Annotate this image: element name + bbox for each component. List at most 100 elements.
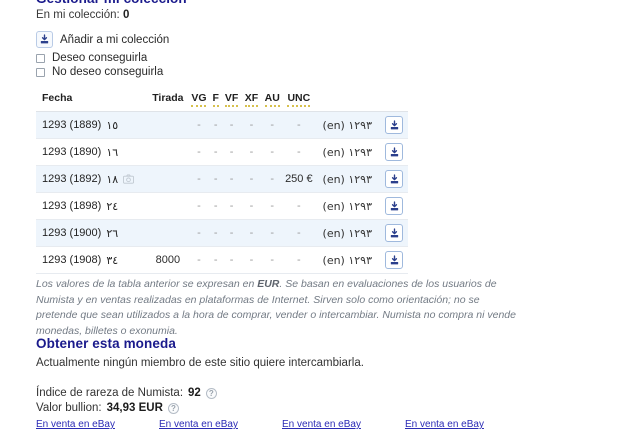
- grade-unc-label: UNC: [287, 92, 311, 107]
- cell-f: -: [209, 192, 222, 220]
- cell-xf: -: [241, 219, 262, 247]
- date-suffix-arabic: ١٦: [106, 145, 119, 159]
- cell-unc: -: [283, 111, 315, 139]
- cell-mintage: [147, 111, 188, 139]
- column-header-unc[interactable]: UNC: [283, 88, 315, 112]
- want-checkbox-row[interactable]: Deseo conseguirla: [36, 52, 147, 64]
- bullion-value-row: Valor bullion: 34,93 EUR ?: [36, 402, 179, 414]
- cell-au: -: [261, 192, 284, 220]
- cell-xf: -: [241, 192, 262, 220]
- add-to-collection-label: Añadir a mi colección: [60, 33, 170, 46]
- ebay-link[interactable]: En venta en eBay: [159, 419, 238, 430]
- cell-vf: -: [221, 219, 242, 247]
- add-to-collection-button[interactable]: Añadir a mi colección: [36, 31, 169, 48]
- row-add-to-collection-button[interactable]: [385, 224, 403, 242]
- ebay-listing-card[interactable]: En venta en eBay: [159, 419, 268, 433]
- cell-date: 1293 (1900) ٢٦: [36, 219, 148, 247]
- row-add-to-collection-button[interactable]: [385, 116, 403, 134]
- row-add-to-collection-button[interactable]: [385, 170, 403, 188]
- rarity-index-label: Índice de rareza de Numista:: [36, 387, 184, 399]
- table-body: 1293 (1889) ١٥ - - - - - - (en) ١٢٩٣ 129…: [36, 111, 408, 274]
- bullion-value-label: Valor bullion:: [36, 402, 102, 414]
- table-row[interactable]: 1293 (1900) ٢٦ - - - - - - (en) ١٢٩٣: [36, 219, 408, 247]
- column-header-f[interactable]: F: [209, 88, 222, 112]
- cell-reference: (en) ١٢٩٣: [314, 138, 380, 166]
- cell-vg: -: [187, 138, 210, 166]
- cell-reference: (en) ١٢٩٣: [314, 192, 380, 220]
- cell-action: [380, 111, 408, 139]
- ebay-link[interactable]: En venta en eBay: [282, 419, 361, 430]
- cell-date: 1293 (1892) ١٨: [36, 165, 148, 193]
- cell-action: [380, 138, 408, 166]
- ebay-listings-row: En venta en eBay En venta en eBay En ven…: [36, 419, 514, 433]
- ebay-listing-card[interactable]: En venta en eBay: [282, 419, 391, 433]
- cell-mintage: [147, 138, 188, 166]
- table-row[interactable]: 1293 (1908) ٣٤ 8000 - - - - - - (en) ١٢٩…: [36, 246, 408, 274]
- date-suffix-arabic: ٢٤: [106, 199, 119, 213]
- cell-au: -: [261, 111, 284, 139]
- date-text: 1293 (1898): [42, 200, 102, 212]
- cell-date: 1293 (1889) ١٥: [36, 111, 148, 139]
- cell-au: -: [261, 165, 284, 193]
- cell-mintage: [147, 219, 188, 247]
- manage-collection-heading: Gestionar mi colección: [36, 0, 187, 6]
- cell-reference: (en) ١٢٩٣: [314, 246, 380, 274]
- grade-xf-label: XF: [244, 92, 259, 107]
- cell-f: -: [209, 165, 222, 193]
- table-row[interactable]: 1293 (1892) ١٨ - - - - - 250 € (en) ١٢٩٣: [36, 165, 408, 193]
- in-collection-status: En mi colección: 0: [36, 9, 129, 21]
- in-collection-label: En mi colección:: [36, 9, 120, 21]
- cell-vg: -: [187, 246, 210, 274]
- cell-date: 1293 (1898) ٢٤: [36, 192, 148, 220]
- disclaimer-part2: . Se basan en evaluaciones de los usuari…: [36, 278, 516, 337]
- obtain-coin-heading: Obtener esta moneda: [36, 336, 176, 351]
- table-row[interactable]: 1293 (1898) ٢٤ - - - - - - (en) ١٢٩٣: [36, 192, 408, 220]
- row-add-to-collection-button[interactable]: [385, 143, 403, 161]
- help-icon[interactable]: ?: [167, 402, 179, 414]
- cell-vf: -: [221, 192, 242, 220]
- cell-reference: (en) ١٢٩٣: [314, 219, 380, 247]
- cell-mintage: 8000: [147, 246, 188, 274]
- rarity-index-row: Índice de rareza de Numista: 92 ?: [36, 387, 217, 399]
- cell-action: [380, 192, 408, 220]
- ebay-listing-card[interactable]: En venta en eBay: [36, 419, 145, 433]
- disclaimer-part1: Los valores de la tabla anterior se expr…: [36, 278, 258, 290]
- table-row[interactable]: 1293 (1889) ١٥ - - - - - - (en) ١٢٩٣: [36, 111, 408, 139]
- column-header-vf[interactable]: VF: [221, 88, 242, 112]
- cell-f: -: [209, 246, 222, 274]
- row-add-to-collection-button[interactable]: [385, 197, 403, 215]
- ebay-link[interactable]: En venta en eBay: [36, 419, 115, 430]
- column-header-xf[interactable]: XF: [241, 88, 262, 112]
- help-icon[interactable]: ?: [205, 387, 217, 399]
- cell-au: -: [261, 219, 284, 247]
- cell-date: 1293 (1890) ١٦: [36, 138, 148, 166]
- cell-xf: -: [241, 138, 262, 166]
- not-want-label: No deseo conseguirla: [52, 66, 164, 78]
- column-header-date[interactable]: Fecha: [36, 88, 148, 112]
- column-header-vg[interactable]: VG: [187, 88, 210, 112]
- camera-icon: [123, 174, 135, 184]
- cell-mintage: [147, 192, 188, 220]
- table-row[interactable]: 1293 (1890) ١٦ - - - - - - (en) ١٢٩٣: [36, 138, 408, 166]
- want-checkbox[interactable]: [36, 53, 45, 63]
- not-want-checkbox[interactable]: [36, 67, 45, 77]
- date-suffix-arabic: ٣٤: [106, 253, 119, 267]
- cell-vf: -: [221, 111, 242, 139]
- cell-vf: -: [221, 165, 242, 193]
- disclaimer-currency: EUR: [257, 278, 280, 290]
- ebay-link[interactable]: En venta en eBay: [405, 419, 484, 430]
- coin-values-table: Fecha Tirada VG F VF XF AU UNC 1293 (188…: [36, 88, 408, 274]
- column-header-action: [380, 88, 408, 112]
- cell-vg: -: [187, 192, 210, 220]
- column-header-mintage[interactable]: Tirada: [147, 88, 188, 112]
- not-want-checkbox-row[interactable]: No deseo conseguirla: [36, 66, 163, 78]
- column-header-au[interactable]: AU: [261, 88, 284, 112]
- date-suffix-arabic: ٢٦: [106, 226, 119, 240]
- cell-xf: -: [241, 246, 262, 274]
- row-add-to-collection-button[interactable]: [385, 251, 403, 269]
- cell-action: [380, 165, 408, 193]
- grade-au-label: AU: [264, 92, 280, 107]
- cell-unc: -: [283, 246, 315, 274]
- ebay-listing-card[interactable]: En venta en eBay: [405, 419, 514, 433]
